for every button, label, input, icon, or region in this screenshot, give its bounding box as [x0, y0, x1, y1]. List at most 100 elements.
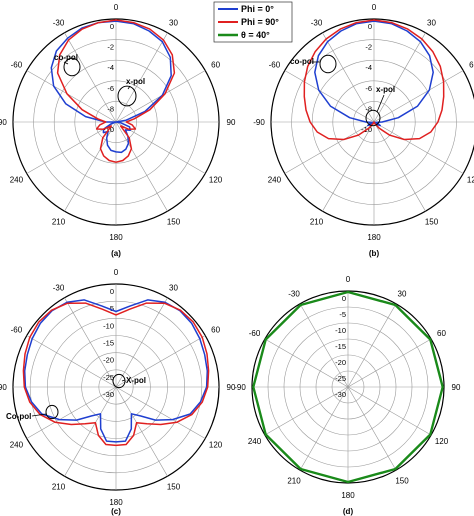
- angle-tick-label: -60: [249, 329, 261, 338]
- annotation-circle: [365, 109, 381, 127]
- grid-spoke: [347, 386, 432, 436]
- radial-tick-label: 0: [368, 22, 372, 31]
- radial-tick-label: -6: [107, 84, 114, 93]
- grid-spoke: [115, 386, 206, 439]
- radial-tick-label: -4: [107, 63, 114, 72]
- legend-label-1: Phi = 90°: [241, 17, 279, 27]
- angle-tick-label: -60: [269, 61, 281, 70]
- grid-spoke: [322, 32, 375, 123]
- grid-spoke: [26, 386, 117, 439]
- series-line-1: [303, 19, 445, 141]
- polar-chart-a: 0 30 60 90 120 150 180 210 240 -90 -60 -30 0 -2 -4 -6 -8…: [0, 3, 236, 258]
- angle-tick-label: -90: [253, 118, 265, 127]
- annotation-leader: [31, 413, 47, 417]
- legend-label-2: θ = 40°: [241, 30, 270, 40]
- grid-spoke: [115, 121, 168, 212]
- annotation-label: X-pol: [126, 376, 146, 385]
- angle-tick-label: 240: [268, 176, 282, 185]
- radial-tick-label: -2: [107, 43, 114, 52]
- angle-tick-label: -90: [0, 118, 7, 127]
- annotation-circle: [63, 57, 81, 77]
- annotation-label: Co-pol: [6, 412, 31, 421]
- grid-spoke: [26, 335, 117, 388]
- grid-spoke: [64, 32, 117, 123]
- angle-tick-label: 0: [114, 268, 119, 277]
- angle-tick-label: 60: [437, 329, 446, 338]
- angle-tick-label: 0: [372, 3, 377, 12]
- grid-spoke: [373, 121, 464, 174]
- grid-spoke: [115, 335, 206, 388]
- grid-spoke: [115, 297, 168, 388]
- angle-tick-label: 60: [211, 326, 220, 335]
- angle-tick-label: 240: [10, 176, 24, 185]
- legend: Phi = 0° Phi = 90° θ = 40°: [213, 1, 293, 43]
- angle-tick-label: 180: [109, 233, 123, 242]
- angle-tick-label: -60: [11, 61, 23, 70]
- radial-tick-label: -8: [365, 104, 372, 113]
- legend-label-0: Phi = 0°: [241, 4, 274, 14]
- radial-tick-label: -10: [103, 321, 114, 330]
- angle-tick-label: 90: [452, 383, 461, 392]
- grid-spoke: [115, 386, 168, 477]
- grid-spoke: [373, 121, 426, 212]
- radial-tick-label: -6: [365, 84, 372, 93]
- grid-spoke: [347, 386, 397, 471]
- grid-spoke: [115, 32, 168, 123]
- angle-tick-label: 150: [395, 477, 409, 486]
- angle-tick-label: -30: [53, 18, 65, 27]
- angle-tick-label: 30: [427, 18, 436, 27]
- radial-tick-label: -15: [335, 342, 346, 351]
- annotation-label: x-pol: [376, 85, 395, 94]
- angle-tick-label: -90: [234, 383, 246, 392]
- polar-chart-b: 0306090120150180210240-90-60-300-2-4-6-8…: [253, 3, 474, 258]
- radial-tick-label: -20: [335, 358, 346, 367]
- annotation-label: co-pol: [290, 57, 314, 66]
- angle-tick-label: -30: [53, 283, 65, 292]
- annotation-circle: [319, 54, 337, 74]
- angle-tick-label: 30: [169, 18, 178, 27]
- angle-tick-label: 210: [287, 477, 301, 486]
- grid-spoke: [347, 338, 432, 388]
- grid-spoke: [322, 121, 375, 212]
- radial-tick-label: 0: [342, 294, 346, 303]
- angle-tick-label: 150: [167, 218, 181, 227]
- angle-tick-label: 120: [467, 176, 474, 185]
- series-line-1: [56, 19, 176, 163]
- angle-tick-label: 60: [469, 61, 474, 70]
- radial-tick-label: 0: [110, 287, 114, 296]
- angle-tick-label: 30: [169, 283, 178, 292]
- annotation-circle: [117, 85, 137, 107]
- annotation-label: co-pol: [54, 53, 78, 62]
- grid-spoke: [373, 70, 464, 123]
- grid-spoke: [64, 297, 117, 388]
- angle-tick-label: 210: [310, 218, 324, 227]
- radial-tick-label: -10: [335, 326, 346, 335]
- grid-spoke: [264, 338, 349, 388]
- grid-spoke: [26, 121, 117, 174]
- series-line-0: [23, 299, 209, 443]
- angle-tick-label: 150: [425, 218, 439, 227]
- grid-spoke: [299, 386, 349, 471]
- grid-spoke: [284, 121, 375, 174]
- panel-label: (b): [369, 249, 380, 258]
- radial-tick-label: -30: [103, 390, 114, 399]
- radial-tick-label: -4: [365, 63, 372, 72]
- angle-tick-label: 60: [211, 61, 220, 70]
- panel-label: (d): [343, 507, 354, 516]
- radial-tick-label: -25: [103, 373, 114, 382]
- angle-tick-label: 180: [341, 491, 355, 500]
- angle-tick-label: 180: [367, 233, 381, 242]
- series-line-0: [50, 20, 172, 154]
- angle-tick-label: 30: [398, 290, 407, 299]
- angle-tick-label: -90: [0, 383, 7, 392]
- angle-tick-label: 240: [10, 441, 24, 450]
- grid-spoke: [347, 303, 397, 388]
- angle-tick-label: 0: [114, 3, 119, 12]
- grid-spoke: [264, 386, 349, 436]
- angle-tick-label: -30: [311, 18, 323, 27]
- radial-tick-label: -15: [103, 339, 114, 348]
- grid-spoke: [26, 70, 117, 123]
- annotation-circle: [112, 373, 126, 389]
- grid-spoke: [299, 303, 349, 388]
